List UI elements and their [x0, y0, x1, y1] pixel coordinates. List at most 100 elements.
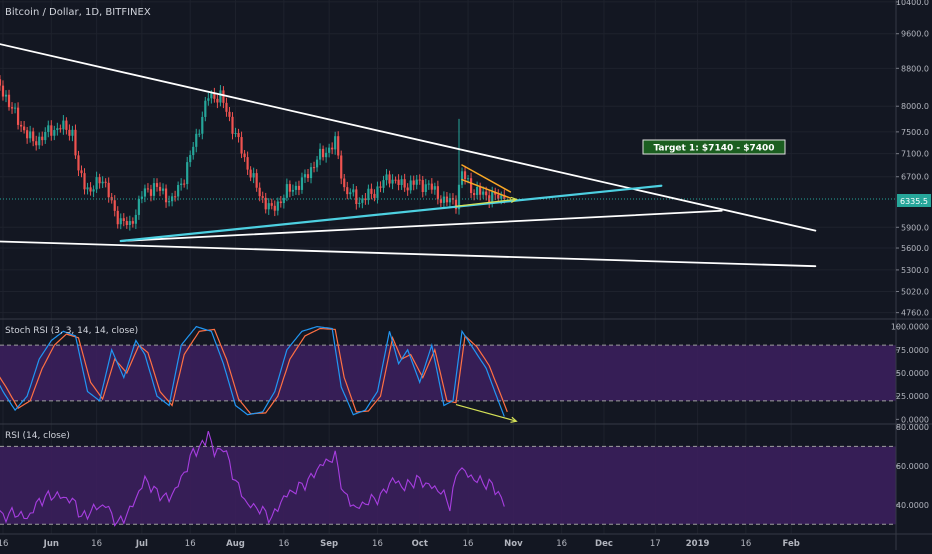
candle-body: [44, 131, 47, 141]
time-axis-label-11: Nov: [504, 539, 523, 549]
candle-43: [83, 168, 86, 195]
candle-82: [201, 111, 204, 140]
candle-125: [331, 142, 334, 155]
candle-body: [385, 174, 388, 181]
candle-67: [155, 178, 159, 192]
candle-body: [294, 185, 298, 190]
candle-body: [255, 173, 258, 188]
trendline-wedge-upper: [461, 164, 512, 193]
candle-109: [282, 194, 285, 209]
candle-132: [352, 183, 355, 197]
candle-87: [216, 95, 219, 109]
time-axis-label-14: 17: [650, 539, 661, 549]
candle-body: [50, 125, 53, 136]
time-axis-label-1: Jun: [43, 539, 59, 549]
candle-59: [131, 217, 134, 228]
candle-166: [454, 195, 458, 214]
time-axis-label-15: 2019: [686, 539, 710, 549]
candle-151: [409, 175, 412, 194]
candle-body: [92, 189, 95, 192]
candle-body: [104, 181, 107, 183]
candle-159: [433, 182, 436, 195]
rsi-band: [0, 446, 896, 525]
candle-83: [204, 96, 207, 122]
candle-body: [158, 186, 162, 191]
candle-body: [119, 218, 122, 225]
candle-body: [370, 188, 373, 194]
candle-body: [29, 131, 32, 139]
candle-28: [38, 132, 41, 150]
candle-140: [376, 181, 379, 204]
candle-48: [98, 173, 101, 189]
candle-body: [207, 98, 210, 101]
trendline-descending-resistance: [0, 43, 817, 232]
candle-body: [149, 189, 153, 196]
candle-body: [4, 94, 8, 97]
stoch-axis-tick-label-0: 100.0000: [891, 323, 929, 332]
candle-body: [86, 187, 89, 190]
candle-147: [397, 174, 400, 191]
candle-108: [279, 196, 282, 208]
candle-body: [418, 179, 421, 181]
candle-body: [1, 85, 5, 97]
candle-16: [1, 80, 5, 101]
candle-body: [171, 196, 174, 202]
candle-body: [143, 188, 147, 197]
candle-body: [285, 184, 288, 198]
candle-body: [134, 214, 137, 224]
candle-171: [469, 172, 473, 198]
candle-body: [0, 79, 2, 86]
candle-body: [155, 183, 159, 187]
candle-40: [74, 124, 77, 159]
candle-78: [189, 150, 192, 167]
candle-39: [71, 125, 74, 142]
candle-body: [436, 186, 439, 200]
candle-34: [56, 122, 59, 136]
candle-body: [439, 199, 442, 203]
candle-body: [167, 201, 171, 203]
target-annotation-label: Target 1: $7140 - $7400: [653, 144, 774, 154]
stoch-axis-tick-label-1: 75.0000: [896, 346, 929, 355]
candle-body: [355, 189, 358, 204]
price-axis-tick-label-9: 5300.0: [901, 266, 929, 275]
candle-160: [436, 180, 439, 205]
candle-29: [41, 131, 44, 146]
candle-61: [137, 195, 140, 220]
candle-120: [315, 155, 319, 172]
candle-body: [246, 157, 249, 170]
candle-body: [240, 137, 243, 154]
candle-body: [186, 162, 189, 185]
candle-127: [337, 131, 340, 160]
candle-body: [491, 191, 494, 204]
target-annotation-box[interactable]: [642, 139, 786, 155]
candle-95: [240, 131, 243, 159]
candle-body: [174, 196, 177, 198]
candle-73: [174, 190, 177, 202]
candle-body: [391, 179, 394, 184]
candle-body: [198, 133, 201, 135]
candle-36: [62, 115, 65, 135]
candle-115: [300, 172, 304, 194]
stoch-axis-tick-label-4: 0.0000: [901, 415, 929, 424]
rsi-axis-tick-label-0: 80.0000: [896, 423, 929, 432]
candle-body: [282, 197, 285, 204]
candle-112: [291, 184, 294, 197]
candle-37: [65, 117, 68, 135]
candle-33: [53, 125, 56, 141]
candle-21: [16, 102, 20, 130]
candle-body: [83, 173, 86, 190]
candle-body: [204, 100, 207, 117]
candle-body: [252, 173, 255, 178]
candle-42: [80, 165, 83, 178]
candle-body: [403, 179, 406, 188]
candle-body: [47, 125, 50, 132]
candle-body: [367, 188, 370, 201]
candle-117: [306, 169, 310, 182]
candle-body: [433, 186, 436, 190]
candle-body: [65, 120, 68, 130]
candle-79: [192, 141, 195, 160]
candle-156: [424, 178, 427, 196]
candle-146: [394, 176, 397, 184]
